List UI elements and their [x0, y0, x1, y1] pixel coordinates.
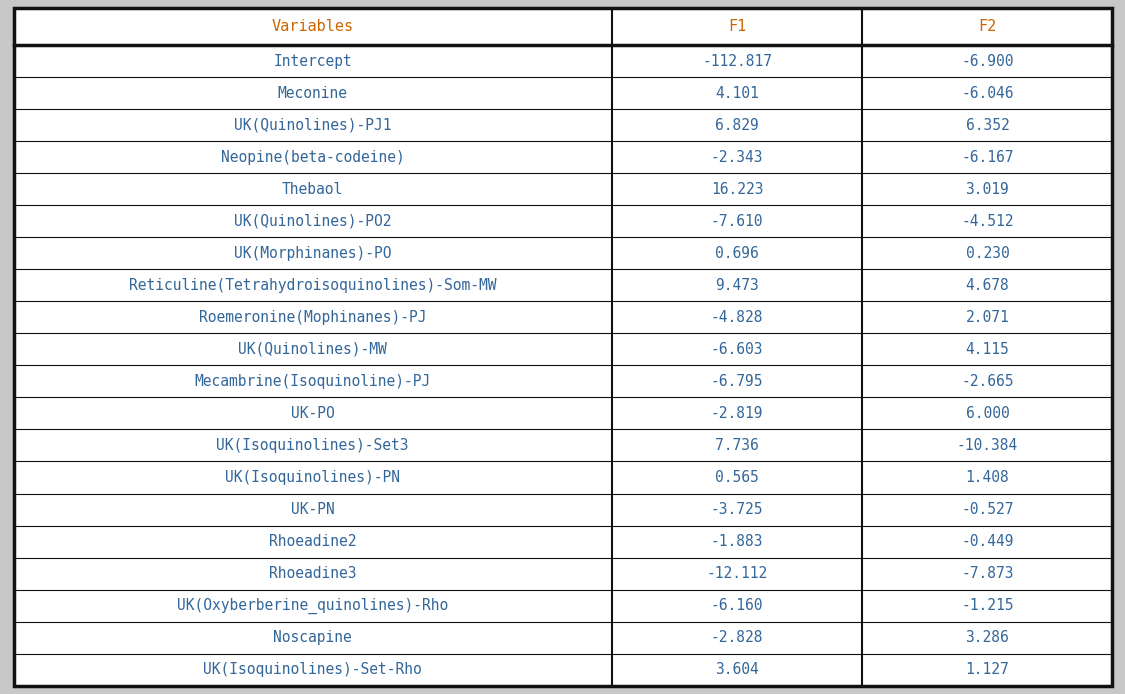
Text: -10.384: -10.384 — [956, 438, 1018, 453]
Text: 3.604: 3.604 — [716, 662, 759, 677]
Text: 4.101: 4.101 — [716, 85, 759, 101]
Text: -7.610: -7.610 — [711, 214, 764, 229]
Text: -6.795: -6.795 — [711, 374, 764, 389]
Text: 0.230: 0.230 — [965, 246, 1009, 261]
Text: UK-PO: UK-PO — [291, 406, 334, 421]
Text: 6.000: 6.000 — [965, 406, 1009, 421]
Text: Variables: Variables — [271, 19, 353, 34]
Text: UK(Isoquinolines)-Set3: UK(Isoquinolines)-Set3 — [216, 438, 410, 453]
Text: Meconine: Meconine — [278, 85, 348, 101]
Text: UK(Morphinanes)-PO: UK(Morphinanes)-PO — [234, 246, 392, 261]
Text: -12.112: -12.112 — [706, 566, 767, 581]
Text: -2.819: -2.819 — [711, 406, 764, 421]
Text: Roemeronine(Mophinanes)-PJ: Roemeronine(Mophinanes)-PJ — [199, 310, 426, 325]
Text: -0.527: -0.527 — [961, 502, 1014, 517]
Text: Intercept: Intercept — [273, 53, 352, 69]
Text: UK(Quinolines)-PO2: UK(Quinolines)-PO2 — [234, 214, 392, 229]
Text: F2: F2 — [979, 19, 997, 34]
Text: Rhoeadine3: Rhoeadine3 — [269, 566, 357, 581]
Text: 16.223: 16.223 — [711, 182, 764, 197]
Text: 9.473: 9.473 — [716, 278, 759, 293]
Text: -6.900: -6.900 — [961, 53, 1014, 69]
Text: UK(Quinolines)-MW: UK(Quinolines)-MW — [238, 342, 387, 357]
Text: -6.603: -6.603 — [711, 342, 764, 357]
Text: -7.873: -7.873 — [961, 566, 1014, 581]
Text: Reticuline(Tetrahydroisoquinolines)-Som-MW: Reticuline(Tetrahydroisoquinolines)-Som-… — [129, 278, 496, 293]
Text: 4.115: 4.115 — [965, 342, 1009, 357]
Text: 1.127: 1.127 — [965, 662, 1009, 677]
Text: 0.696: 0.696 — [716, 246, 759, 261]
Text: Mecambrine(Isoquinoline)-PJ: Mecambrine(Isoquinoline)-PJ — [195, 374, 431, 389]
Text: Neopine(beta-codeine): Neopine(beta-codeine) — [220, 150, 405, 164]
Text: -0.449: -0.449 — [961, 534, 1014, 549]
Text: Thebaol: Thebaol — [282, 182, 343, 197]
Text: -3.725: -3.725 — [711, 502, 764, 517]
Text: UK(Quinolines)-PJ1: UK(Quinolines)-PJ1 — [234, 118, 392, 133]
Text: 6.352: 6.352 — [965, 118, 1009, 133]
Text: -2.665: -2.665 — [961, 374, 1014, 389]
Text: -6.160: -6.160 — [711, 598, 764, 613]
Text: -4.512: -4.512 — [961, 214, 1014, 229]
Text: 1.408: 1.408 — [965, 470, 1009, 485]
Text: -6.046: -6.046 — [961, 85, 1014, 101]
Text: -2.343: -2.343 — [711, 150, 764, 164]
Text: 0.565: 0.565 — [716, 470, 759, 485]
Text: -112.817: -112.817 — [702, 53, 772, 69]
Text: UK-PN: UK-PN — [291, 502, 334, 517]
Text: 4.678: 4.678 — [965, 278, 1009, 293]
Text: F1: F1 — [728, 19, 746, 34]
Text: -2.828: -2.828 — [711, 630, 764, 645]
Text: -6.167: -6.167 — [961, 150, 1014, 164]
Text: -4.828: -4.828 — [711, 310, 764, 325]
Text: 6.829: 6.829 — [716, 118, 759, 133]
Text: Noscapine: Noscapine — [273, 630, 352, 645]
Text: 3.286: 3.286 — [965, 630, 1009, 645]
Text: -1.215: -1.215 — [961, 598, 1014, 613]
Text: -1.883: -1.883 — [711, 534, 764, 549]
Text: UK(Oxyberberine_quinolines)-Rho: UK(Oxyberberine_quinolines)-Rho — [177, 598, 449, 613]
Text: 7.736: 7.736 — [716, 438, 759, 453]
Text: Rhoeadine2: Rhoeadine2 — [269, 534, 357, 549]
Text: UK(Isoquinolines)-Set-Rho: UK(Isoquinolines)-Set-Rho — [204, 662, 422, 677]
Text: 2.071: 2.071 — [965, 310, 1009, 325]
Text: 3.019: 3.019 — [965, 182, 1009, 197]
Text: UK(Isoquinolines)-PN: UK(Isoquinolines)-PN — [225, 470, 400, 485]
